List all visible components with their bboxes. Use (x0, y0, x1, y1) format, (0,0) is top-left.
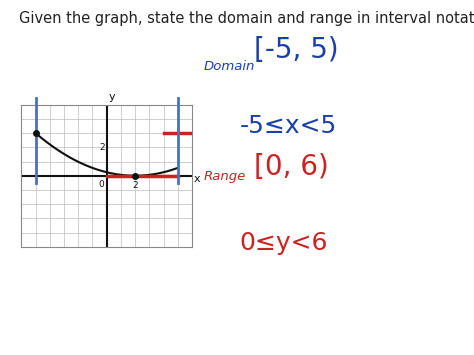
Text: [0, 6): [0, 6) (254, 153, 328, 181)
Text: Range: Range (204, 170, 246, 184)
Text: -5≤x<5: -5≤x<5 (239, 114, 337, 138)
Text: x: x (193, 174, 200, 184)
Text: 0: 0 (99, 180, 104, 189)
Text: 0≤y<6: 0≤y<6 (239, 231, 328, 255)
Text: 2: 2 (132, 181, 138, 190)
Text: Domain: Domain (204, 60, 255, 73)
Text: [-5, 5): [-5, 5) (254, 36, 338, 64)
Text: Given the graph, state the domain and range in interval notation.: Given the graph, state the domain and ra… (19, 11, 474, 26)
Text: 2: 2 (99, 143, 104, 152)
Text: y: y (109, 92, 115, 102)
